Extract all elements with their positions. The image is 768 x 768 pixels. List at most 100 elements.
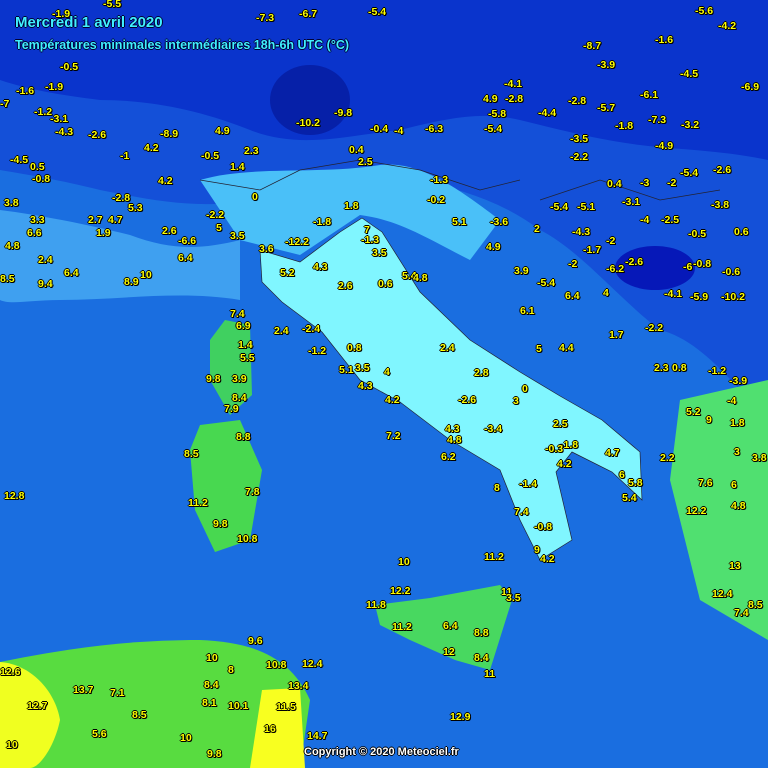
temperature-value: -10.2 [721, 291, 745, 303]
borders [199, 159, 721, 561]
temperature-value: -7.3 [256, 12, 275, 24]
temperature-value: 8.4 [232, 392, 247, 404]
temperature-value: 8.5 [184, 448, 199, 460]
temperature-value: -4.3 [572, 226, 591, 238]
italy-mild-zone [260, 218, 642, 560]
temperature-value: 6.4 [443, 620, 458, 632]
temperature-value: 4.3 [358, 380, 373, 392]
temperature-value: 12.9 [450, 711, 471, 723]
temperature-value: 2.7 [88, 214, 103, 226]
temperature-value: 3.3 [30, 214, 45, 226]
temperature-value: -4.9 [655, 140, 674, 152]
temperature-value: -1.4 [519, 478, 538, 490]
temperature-value: 2.3 [244, 145, 259, 157]
temperature-value: 11.5 [276, 701, 296, 713]
temperature-value: -2.2 [570, 151, 589, 163]
temperature-value: 7.6 [698, 477, 713, 489]
very-cold-blob-east [615, 246, 695, 290]
temperature-value: 5.1 [339, 364, 354, 376]
temperature-value: 8 [228, 664, 234, 676]
temperature-value: 12.6 [0, 666, 21, 678]
temperature-value: 10.8 [237, 533, 258, 545]
temperature-value: 8.4 [204, 679, 219, 691]
temperature-value: 1.9 [96, 227, 111, 239]
temperature-value: 5.3 [128, 202, 143, 214]
temperature-value: 10.8 [266, 659, 287, 671]
temperature-value: 12 [443, 646, 455, 658]
temperature-value: -1.8 [313, 216, 332, 228]
temperature-value: 9.4 [38, 278, 53, 290]
temperature-value: 1.4 [238, 339, 253, 351]
temperature-value: 6.6 [27, 227, 42, 239]
temperature-value: 0.5 [30, 161, 45, 173]
temperature-value: 6.4 [64, 267, 79, 279]
temperature-value: -8.9 [160, 128, 179, 140]
temperature-value: 8.9 [124, 276, 139, 288]
north-africa-zone [0, 640, 310, 768]
temperature-value: 9.8 [206, 373, 221, 385]
temperature-value: 8.4 [474, 652, 489, 664]
temperature-value: 4.7 [108, 214, 123, 226]
temperature-value: -4 [640, 214, 650, 226]
sardinia [190, 420, 262, 552]
temperature-value: 5.1 [452, 216, 467, 228]
temperature-value: -4.4 [538, 107, 557, 119]
temperature-value: -2.6 [713, 164, 732, 176]
temperature-value: 3.9 [232, 373, 247, 385]
temperature-value: 2.5 [358, 156, 373, 168]
temperature-value: 8.8 [474, 627, 489, 639]
temperature-value: -4.5 [10, 154, 29, 166]
temperature-value: 7 [364, 224, 370, 236]
temperature-value: -0.3 [545, 443, 564, 455]
temperature-value: -6 [683, 261, 693, 273]
corsica [210, 320, 252, 415]
temperature-value: -6.6 [178, 235, 197, 247]
temperature-value: -4.1 [504, 78, 523, 90]
temperature-value: 7.4 [734, 607, 749, 619]
temperature-value: -3.8 [711, 199, 730, 211]
temperature-value: -5.4 [537, 277, 556, 289]
temperature-value: 5.4 [622, 492, 637, 504]
temperature-value: 9.8 [213, 518, 228, 530]
temperature-value: -2 [606, 235, 616, 247]
temperature-value: -2.8 [112, 192, 131, 204]
temperature-value: 6 [731, 479, 737, 491]
temperature-value: 0.4 [607, 178, 622, 190]
temperature-value: 1.8 [344, 200, 359, 212]
temperature-value: -5.6 [695, 5, 714, 17]
temperature-value: 1.8 [730, 417, 745, 429]
temperature-value: 4.7 [605, 447, 620, 459]
temperature-value: 3.6 [259, 243, 274, 255]
temperature-value: -4.3 [55, 126, 74, 138]
temperature-value: 2.3 [654, 362, 669, 374]
temperature-value: 6.9 [236, 320, 251, 332]
temperature-value: -1.2 [308, 345, 327, 357]
temperature-value: -3.6 [490, 216, 509, 228]
temperature-value: 1.4 [230, 161, 245, 173]
temperature-value: 2.8 [474, 367, 489, 379]
temperature-value: 3 [513, 395, 519, 407]
temperature-value: 8 [494, 482, 500, 494]
temperature-value: -6.3 [425, 123, 444, 135]
temperature-value: 11.2 [484, 551, 504, 563]
temperature-value: -3.2 [681, 119, 700, 131]
temperature-value: 4 [384, 366, 390, 378]
temperature-value: -4.5 [680, 68, 699, 80]
temperature-value: 2 [534, 223, 540, 235]
temperature-value: 7.8 [245, 486, 260, 498]
temperature-value: 8.8 [236, 431, 251, 443]
temperature-value: -6.7 [299, 8, 318, 20]
temperature-value: 10.1 [228, 700, 249, 712]
temperature-value: 4.2 [158, 175, 173, 187]
temperature-value: -6.2 [606, 263, 625, 275]
temperature-value: -1.8 [615, 120, 634, 132]
temperature-value: 0.6 [734, 226, 749, 238]
temperature-value: 0.6 [378, 278, 393, 290]
temperature-value: -1.9 [52, 8, 71, 20]
temperature-value: -4.1 [664, 288, 683, 300]
temperature-value: 3.5 [372, 247, 387, 259]
temperature-value: -3.9 [597, 59, 616, 71]
copyright: Copyright © 2020 Meteociel.fr [304, 746, 459, 758]
temperature-value: 4.9 [486, 241, 501, 253]
